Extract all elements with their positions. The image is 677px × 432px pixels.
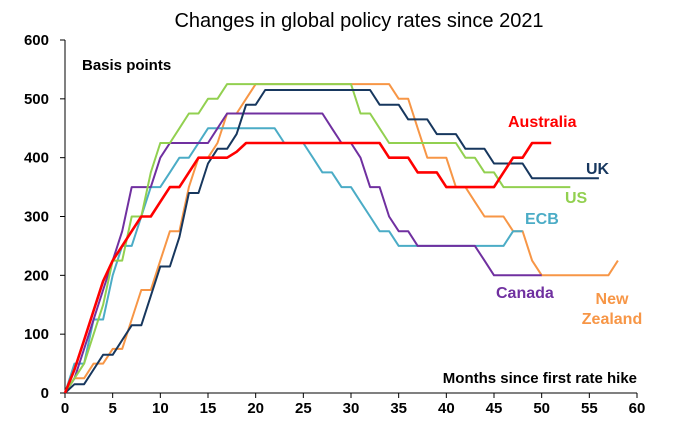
x-tick-label: 15 [200, 400, 217, 417]
x-tick-label: 0 [61, 400, 69, 417]
y-tick-label: 200 [24, 267, 49, 284]
series-line-us [64, 83, 571, 394]
x-tick-label: 20 [247, 400, 264, 417]
x-tick-label: 10 [152, 400, 169, 417]
x-axis-label: Months since first rate hike [443, 370, 637, 387]
x-tick-label: 35 [390, 400, 407, 417]
y-axis-label: Basis points [82, 57, 171, 74]
x-tick-label: 25 [295, 400, 312, 417]
y-tick-label: 100 [24, 326, 49, 343]
x-tick-label: 5 [108, 400, 116, 417]
series-label-new-zealand: New Zealand [582, 291, 642, 328]
x-tick-label: 50 [533, 400, 550, 417]
series-line-ecb [64, 127, 523, 394]
y-tick-label: 300 [24, 209, 49, 226]
series-label-us: US [565, 190, 588, 207]
series-line-australia [63, 141, 552, 394]
series-line-uk [64, 89, 599, 394]
y-tick-label: 600 [24, 32, 49, 49]
x-tick-label: 40 [438, 400, 455, 417]
series-labels: Australia UK US ECB Canada New Zealand [496, 114, 642, 328]
series-line-canada [64, 112, 542, 394]
y-tick-label: 400 [24, 150, 49, 167]
series-layer [63, 83, 619, 394]
series-label-canada: Canada [496, 285, 554, 302]
series-label-australia: Australia [508, 114, 577, 131]
chart-title: Changes in global policy rates since 202… [174, 10, 543, 32]
x-tick-label: 60 [629, 400, 646, 417]
x-tick-label: 45 [486, 400, 503, 417]
x-tick-label: 30 [343, 400, 360, 417]
y-tick-label: 0 [41, 385, 49, 402]
y-tick-label: 500 [24, 91, 49, 108]
series-label-uk: UK [586, 161, 610, 178]
series-label-ecb: ECB [525, 211, 559, 228]
axes: 0 100 200 300 400 500 600 0 5 10 15 20 25 30 35 40 45 50 5… [24, 32, 645, 417]
x-tick-label: 55 [581, 400, 598, 417]
